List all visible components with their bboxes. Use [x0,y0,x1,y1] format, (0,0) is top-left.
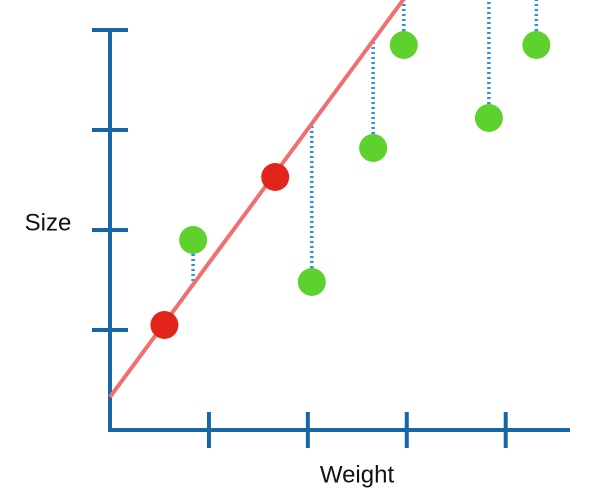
point [389,31,418,59]
point [359,134,388,162]
point [150,311,179,339]
point [474,104,503,132]
point [522,31,551,59]
x-axis-label: Weight [320,461,395,488]
fit-line [108,0,406,399]
point [179,226,208,254]
point [297,268,326,296]
y-axis-label: Size [25,209,72,236]
point [261,163,290,191]
